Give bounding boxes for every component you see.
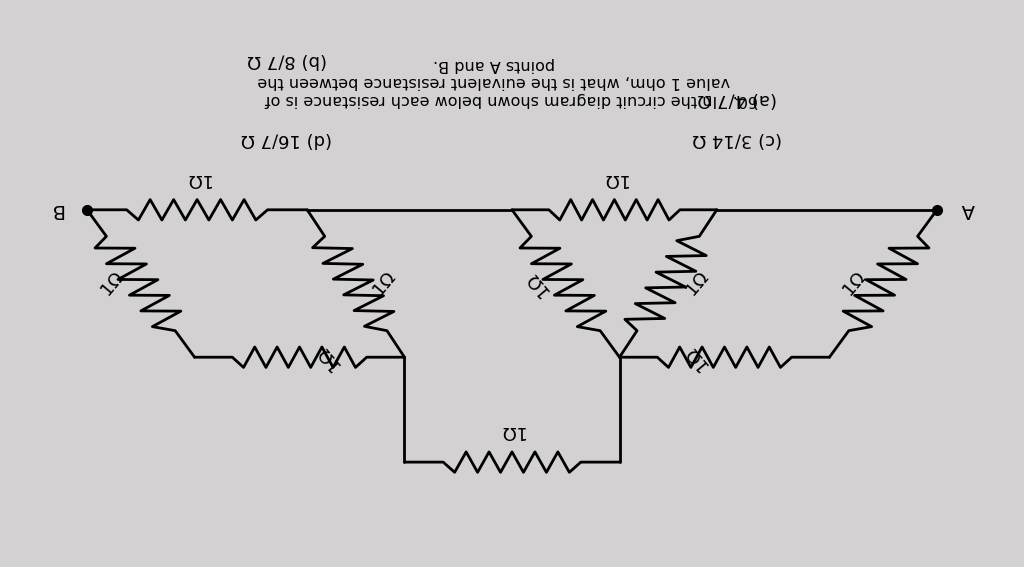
Text: 1Ω: 1Ω bbox=[682, 268, 712, 299]
Text: 1Ω: 1Ω bbox=[97, 268, 127, 299]
Text: (b) 8/7 Ω: (b) 8/7 Ω bbox=[247, 50, 327, 69]
Text: 1Ω: 1Ω bbox=[522, 268, 552, 299]
Text: 1Ω: 1Ω bbox=[840, 268, 869, 299]
Text: 1Ω: 1Ω bbox=[602, 170, 627, 188]
Text: 60.   In the circuit diagram shown below each resistance is of
       value 1 oh: 60. In the circuit diagram shown below e… bbox=[258, 57, 766, 107]
Text: 1Ω: 1Ω bbox=[681, 342, 711, 373]
Text: (d) 16/7 Ω: (d) 16/7 Ω bbox=[242, 130, 332, 148]
Text: (a) 4/7 Ω: (a) 4/7 Ω bbox=[697, 90, 777, 108]
Text: A: A bbox=[961, 200, 975, 219]
Text: 1Ω: 1Ω bbox=[500, 422, 524, 440]
Text: B: B bbox=[49, 200, 63, 219]
Text: (c) 3/14 Ω: (c) 3/14 Ω bbox=[692, 130, 782, 148]
Text: 1Ω: 1Ω bbox=[184, 170, 210, 188]
Text: 1Ω: 1Ω bbox=[313, 342, 343, 373]
Text: 1Ω: 1Ω bbox=[370, 268, 399, 299]
